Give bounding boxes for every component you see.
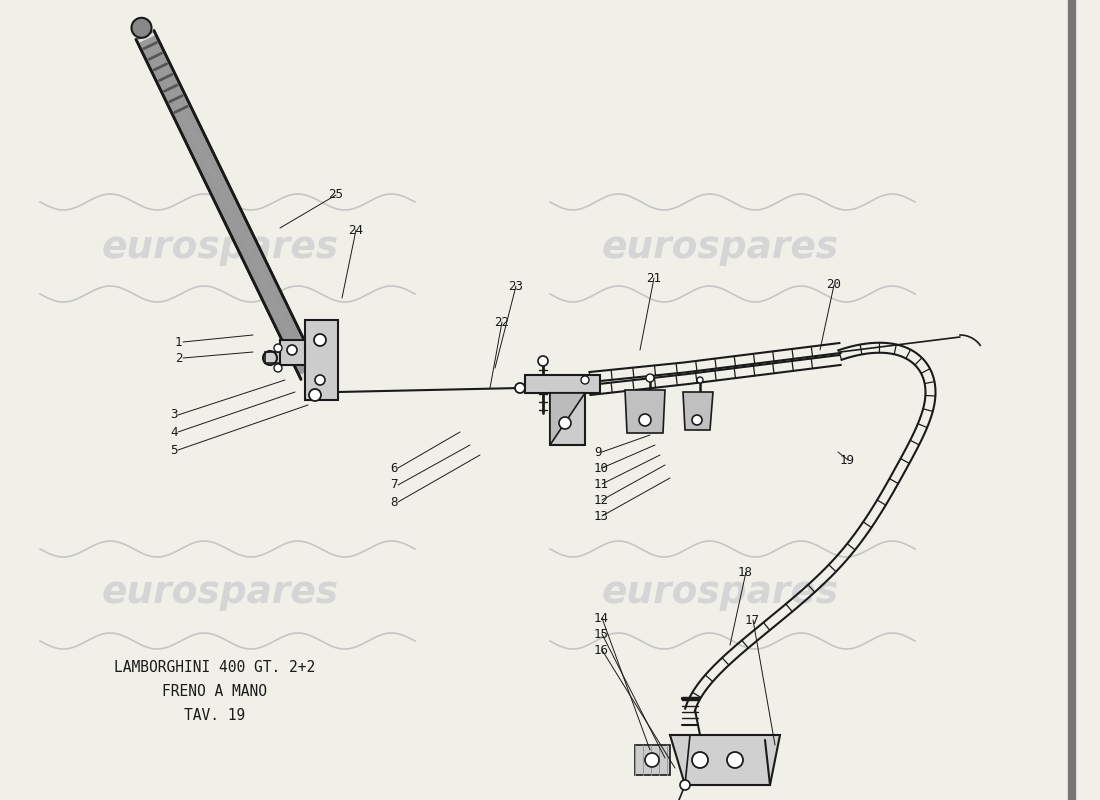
Circle shape (727, 752, 742, 768)
Polygon shape (625, 390, 666, 433)
Circle shape (287, 345, 297, 355)
Circle shape (646, 374, 654, 382)
Polygon shape (280, 340, 305, 365)
Text: 4: 4 (170, 426, 177, 438)
Text: 7: 7 (390, 478, 397, 491)
Text: 22: 22 (494, 315, 509, 329)
Text: 6: 6 (390, 462, 397, 474)
Text: FRENO A MANO: FRENO A MANO (163, 685, 267, 699)
Polygon shape (525, 375, 600, 393)
Text: 2: 2 (175, 351, 183, 365)
Text: 14: 14 (594, 611, 609, 625)
Circle shape (645, 753, 659, 767)
Polygon shape (305, 320, 338, 400)
Text: 24: 24 (348, 223, 363, 237)
Polygon shape (635, 745, 670, 775)
Text: eurospares: eurospares (101, 575, 339, 611)
Polygon shape (683, 392, 713, 430)
Circle shape (692, 415, 702, 425)
Circle shape (680, 780, 690, 790)
Circle shape (309, 389, 321, 401)
Circle shape (692, 752, 708, 768)
Circle shape (314, 334, 326, 346)
Polygon shape (670, 735, 780, 785)
Text: 20: 20 (826, 278, 842, 291)
Text: 18: 18 (738, 566, 754, 578)
Circle shape (639, 414, 651, 426)
Text: 25: 25 (328, 189, 343, 202)
Text: eurospares: eurospares (602, 230, 838, 266)
Circle shape (274, 344, 282, 352)
Polygon shape (136, 30, 319, 379)
Text: 9: 9 (594, 446, 602, 458)
Text: 10: 10 (594, 462, 609, 474)
Text: 5: 5 (170, 443, 177, 457)
Text: 17: 17 (745, 614, 760, 626)
Text: 13: 13 (594, 510, 609, 522)
Text: 19: 19 (840, 454, 855, 466)
Circle shape (581, 376, 589, 384)
Text: eurospares: eurospares (602, 575, 838, 611)
Text: 21: 21 (646, 271, 661, 285)
Text: eurospares: eurospares (101, 230, 339, 266)
Circle shape (274, 364, 282, 372)
Circle shape (515, 383, 525, 393)
Polygon shape (550, 393, 585, 445)
Text: TAV. 19: TAV. 19 (185, 709, 245, 723)
Text: 15: 15 (594, 627, 609, 641)
Text: 3: 3 (170, 409, 177, 422)
Text: LAMBORGHINI 400 GT. 2+2: LAMBORGHINI 400 GT. 2+2 (114, 661, 316, 675)
Polygon shape (550, 393, 585, 445)
Circle shape (132, 18, 152, 38)
Circle shape (697, 377, 703, 383)
Text: 11: 11 (594, 478, 609, 490)
Circle shape (559, 417, 571, 429)
Polygon shape (265, 352, 305, 363)
Text: 1: 1 (175, 335, 183, 349)
Text: 8: 8 (390, 495, 397, 509)
Text: 12: 12 (594, 494, 609, 506)
Circle shape (315, 375, 324, 385)
Text: 23: 23 (508, 279, 522, 293)
Text: 16: 16 (594, 643, 609, 657)
Circle shape (538, 356, 548, 366)
